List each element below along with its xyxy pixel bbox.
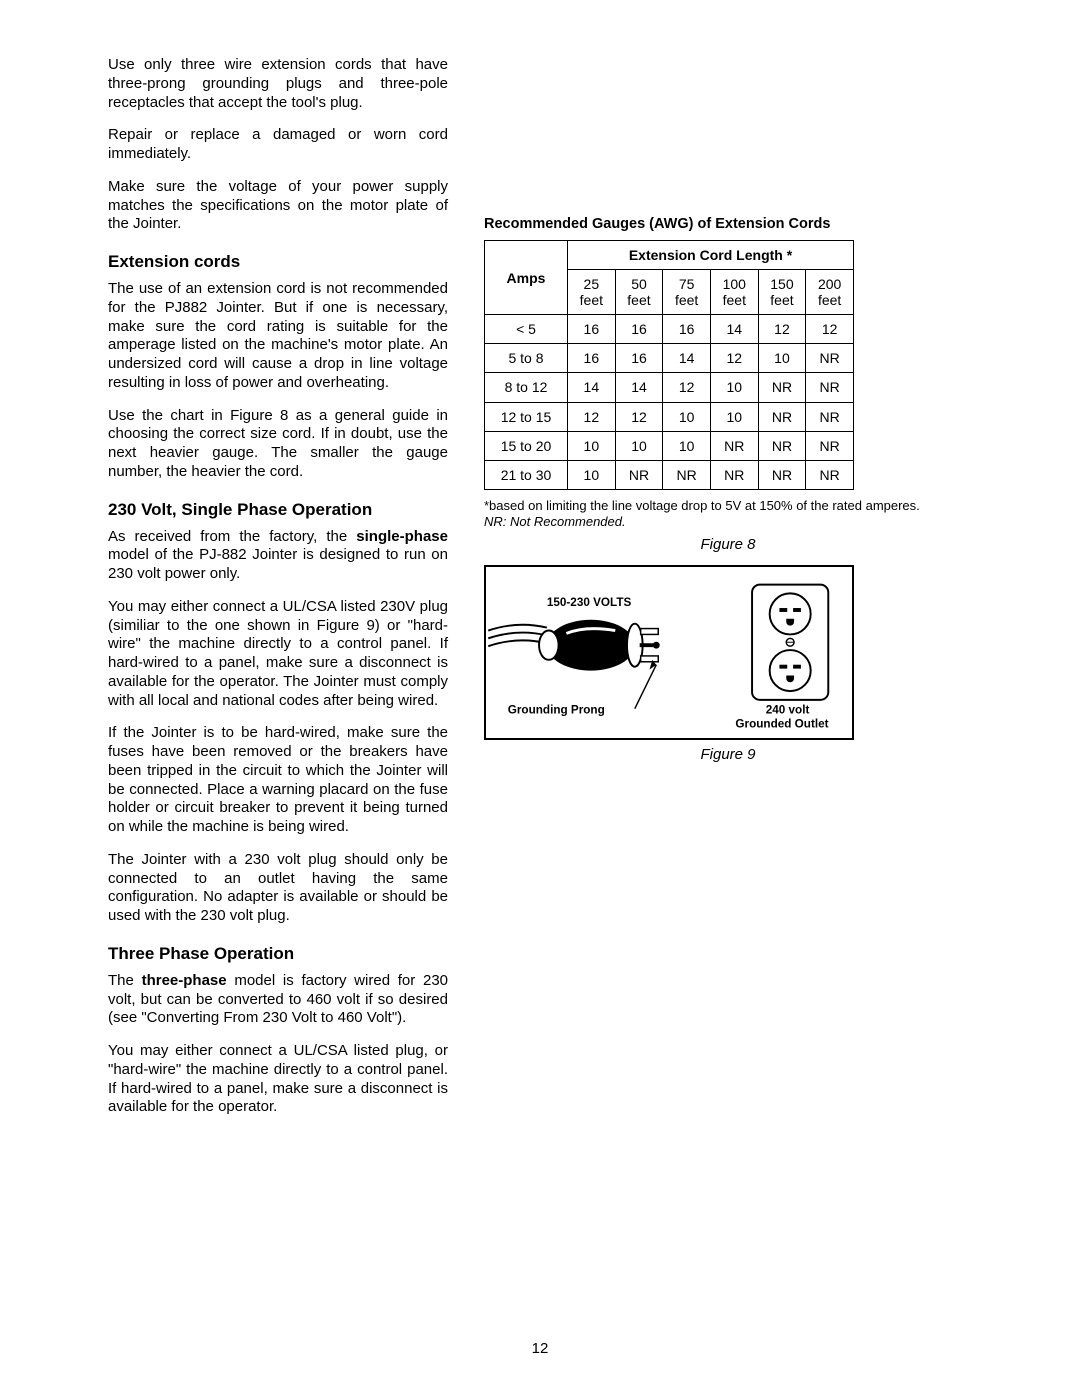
- table-row: 21 to 3010NRNRNRNRNR: [485, 460, 854, 489]
- table-cell: 12: [806, 315, 854, 344]
- table-header-cell: 100 feet: [710, 270, 758, 315]
- table-row: 8 to 1214141210NRNR: [485, 373, 854, 402]
- table-cell: 14: [710, 315, 758, 344]
- paragraph: The Jointer with a 230 volt plug should …: [108, 851, 448, 926]
- table-cell: 12: [663, 373, 711, 402]
- paragraph: The use of an extension cord is not reco…: [108, 280, 448, 393]
- paragraph: As received from the factory, the single…: [108, 528, 448, 584]
- figure9-volts-label: 150-230 VOLTS: [547, 596, 632, 609]
- table-cell-amps: 8 to 12: [485, 373, 568, 402]
- table-cell-amps: 21 to 30: [485, 460, 568, 489]
- table-cell-amps: 15 to 20: [485, 431, 568, 460]
- paragraph: The three-phase model is factory wired f…: [108, 972, 448, 1028]
- table-cell: NR: [758, 373, 806, 402]
- table-header-amps: Amps: [485, 241, 568, 315]
- table-row: 5 to 81616141210NR: [485, 344, 854, 373]
- table-cell: 10: [663, 402, 711, 431]
- table-cell: NR: [710, 431, 758, 460]
- table-cell: 10: [568, 431, 616, 460]
- table-cell: 12: [615, 402, 663, 431]
- table-header-cell: 75 feet: [663, 270, 711, 315]
- table-row: 15 to 20101010NRNRNR: [485, 431, 854, 460]
- paragraph: Use only three wire extension cords that…: [108, 56, 448, 112]
- text: The: [108, 972, 142, 989]
- table-cell-amps: < 5: [485, 315, 568, 344]
- table-row: < 5161616141212: [485, 315, 854, 344]
- table-cell: 16: [568, 344, 616, 373]
- heading-extension-cords: Extension cords: [108, 252, 448, 272]
- paragraph: Repair or replace a damaged or worn cord…: [108, 126, 448, 164]
- table-cell: 16: [663, 315, 711, 344]
- table-cell: 14: [615, 373, 663, 402]
- table-cell: NR: [806, 460, 854, 489]
- text: model of the PJ-882 Jointer is designed …: [108, 546, 448, 582]
- figure9-outlet-label-2: Grounded Outlet: [735, 718, 828, 731]
- table-cell-amps: 5 to 8: [485, 344, 568, 373]
- footnote-nr: NR: Not Recommended.: [484, 514, 626, 529]
- heading-230v: 230 Volt, Single Phase Operation: [108, 500, 448, 520]
- table-header-cell: 200 feet: [806, 270, 854, 315]
- table-footnote: *based on limiting the line voltage drop…: [484, 498, 972, 531]
- table-cell: 10: [710, 373, 758, 402]
- table-cell: 16: [615, 344, 663, 373]
- table-header-cell: 50 feet: [615, 270, 663, 315]
- table-cell-amps: 12 to 15: [485, 402, 568, 431]
- table-header-cell: 25 feet: [568, 270, 616, 315]
- page-number: 12: [108, 1320, 972, 1357]
- table-cell: NR: [758, 431, 806, 460]
- table-cell: 14: [663, 344, 711, 373]
- figure9-svg: 150-230 VOLTS Grounding Prong 240 volt G…: [486, 567, 852, 738]
- table-cell: NR: [615, 460, 663, 489]
- table-cell: 10: [615, 431, 663, 460]
- figure9-outlet-label-1: 240 volt: [766, 704, 810, 717]
- figure8-caption: Figure 8: [484, 536, 972, 553]
- paragraph: Make sure the voltage of your power supp…: [108, 178, 448, 234]
- bold-text: single-phase: [356, 528, 448, 545]
- table-row: 12 to 1512121010NRNR: [485, 402, 854, 431]
- table-cell: NR: [806, 402, 854, 431]
- table-cell: NR: [758, 460, 806, 489]
- heading-three-phase: Three Phase Operation: [108, 944, 448, 964]
- table-cell: 12: [710, 344, 758, 373]
- figure9-caption: Figure 9: [484, 746, 972, 763]
- table-header-cell: 150 feet: [758, 270, 806, 315]
- table-cell: 10: [710, 402, 758, 431]
- table-cell: NR: [758, 402, 806, 431]
- table-cell: NR: [710, 460, 758, 489]
- table-cell: 14: [568, 373, 616, 402]
- paragraph: You may either connect a UL/CSA listed p…: [108, 1042, 448, 1117]
- table-title: Recommended Gauges (AWG) of Extension Co…: [484, 216, 972, 232]
- paragraph: You may either connect a UL/CSA listed 2…: [108, 598, 448, 711]
- left-column: Use only three wire extension cords that…: [108, 56, 448, 1320]
- table-header-length: Extension Cord Length *: [568, 241, 854, 270]
- text: As received from the factory, the: [108, 528, 356, 545]
- right-column: Recommended Gauges (AWG) of Extension Co…: [484, 56, 972, 1320]
- table-cell: 16: [568, 315, 616, 344]
- awg-table: Amps Extension Cord Length * 25 feet50 f…: [484, 240, 854, 490]
- table-cell: NR: [806, 373, 854, 402]
- paragraph: Use the chart in Figure 8 as a general g…: [108, 407, 448, 482]
- table-cell: NR: [806, 344, 854, 373]
- paragraph: If the Jointer is to be hard-wired, make…: [108, 724, 448, 837]
- figure9-diagram: 150-230 VOLTS Grounding Prong 240 volt G…: [484, 565, 854, 740]
- table-cell: 10: [568, 460, 616, 489]
- table-cell: NR: [806, 431, 854, 460]
- table-cell: 12: [758, 315, 806, 344]
- table-cell: NR: [663, 460, 711, 489]
- figure9-ground-label: Grounding Prong: [508, 704, 605, 717]
- footnote-text: *based on limiting the line voltage drop…: [484, 498, 920, 513]
- table-cell: 12: [568, 402, 616, 431]
- table-cell: 10: [758, 344, 806, 373]
- table-cell: 10: [663, 431, 711, 460]
- table-cell: 16: [615, 315, 663, 344]
- bold-text: three-phase: [142, 972, 227, 989]
